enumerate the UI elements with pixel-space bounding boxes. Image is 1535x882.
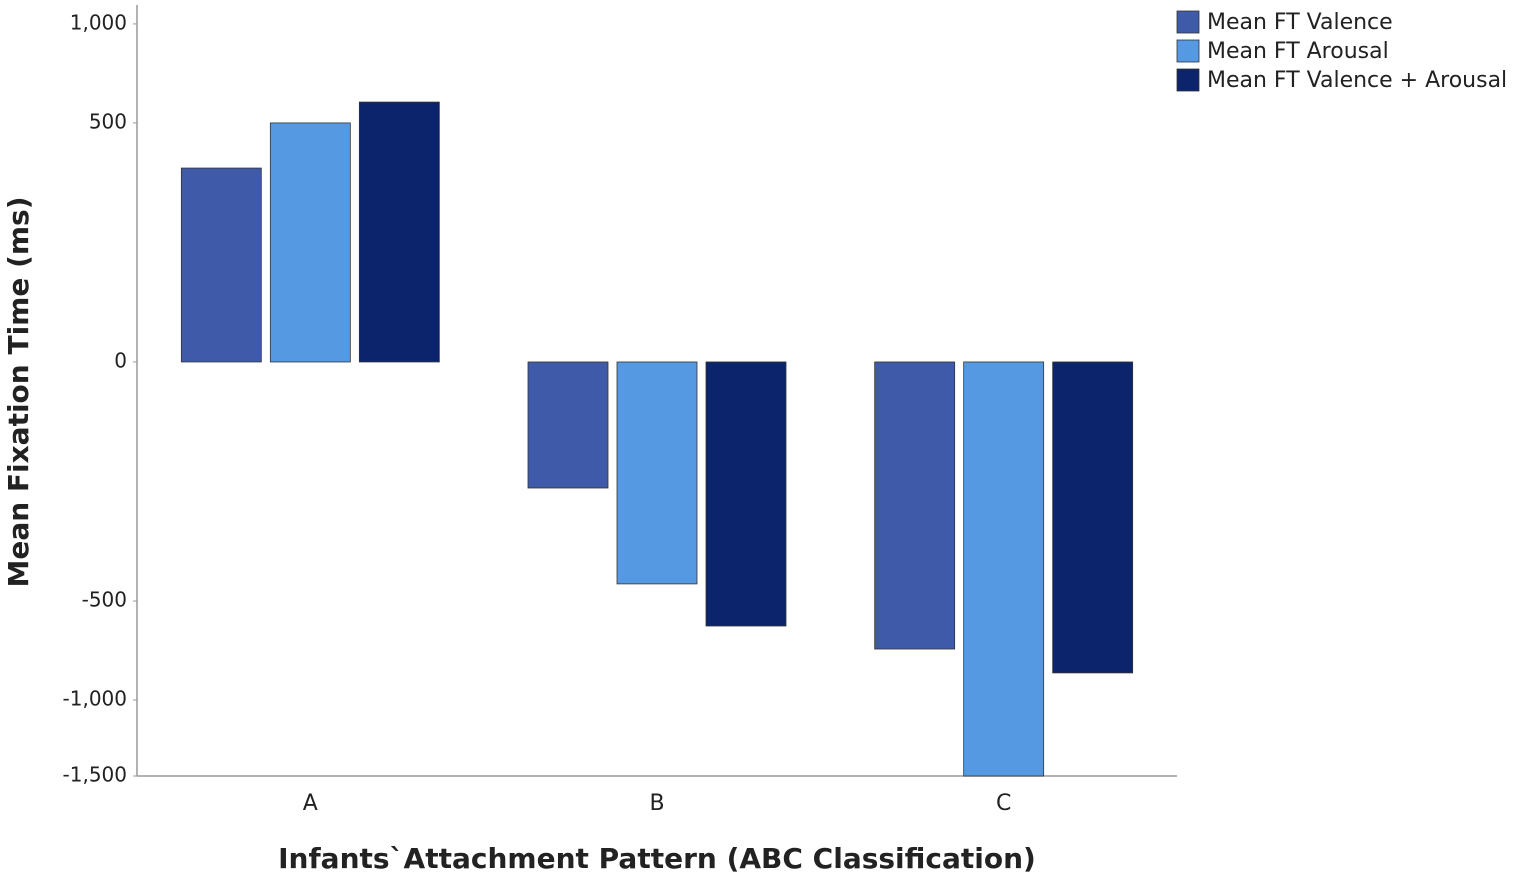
legend-label: Mean FT Valence + Arousal xyxy=(1207,68,1507,93)
y-axis-title: Mean Fixation Time (ms) xyxy=(2,196,35,587)
legend-label: Mean FT Valence xyxy=(1207,10,1393,35)
bar xyxy=(269,122,351,363)
y-tick-label: -1,500 xyxy=(63,763,127,787)
x-tick-label: C xyxy=(996,791,1011,816)
legend-label: Mean FT Arousal xyxy=(1207,39,1389,64)
y-tick-label: 500 xyxy=(89,109,127,133)
y-tick-label: -500 xyxy=(82,588,127,612)
x-tick-label: B xyxy=(649,791,664,816)
y-tick-label: -1,000 xyxy=(63,687,127,711)
x-axis-title: Infants`Attachment Pattern (ABC Classifi… xyxy=(278,842,1036,875)
legend-swatch xyxy=(1176,68,1200,92)
bar xyxy=(358,101,440,363)
y-tick-label: 1,000 xyxy=(70,10,127,34)
bar xyxy=(527,361,609,489)
x-tick-label: A xyxy=(303,791,318,816)
bar xyxy=(963,361,1045,777)
bar xyxy=(1052,361,1134,674)
bar xyxy=(616,361,698,585)
bar xyxy=(874,361,956,650)
bar xyxy=(180,167,262,363)
y-tick-label: 0 xyxy=(114,348,127,372)
legend-swatch xyxy=(1176,10,1200,34)
bar xyxy=(705,361,787,627)
legend-swatch xyxy=(1176,39,1200,63)
